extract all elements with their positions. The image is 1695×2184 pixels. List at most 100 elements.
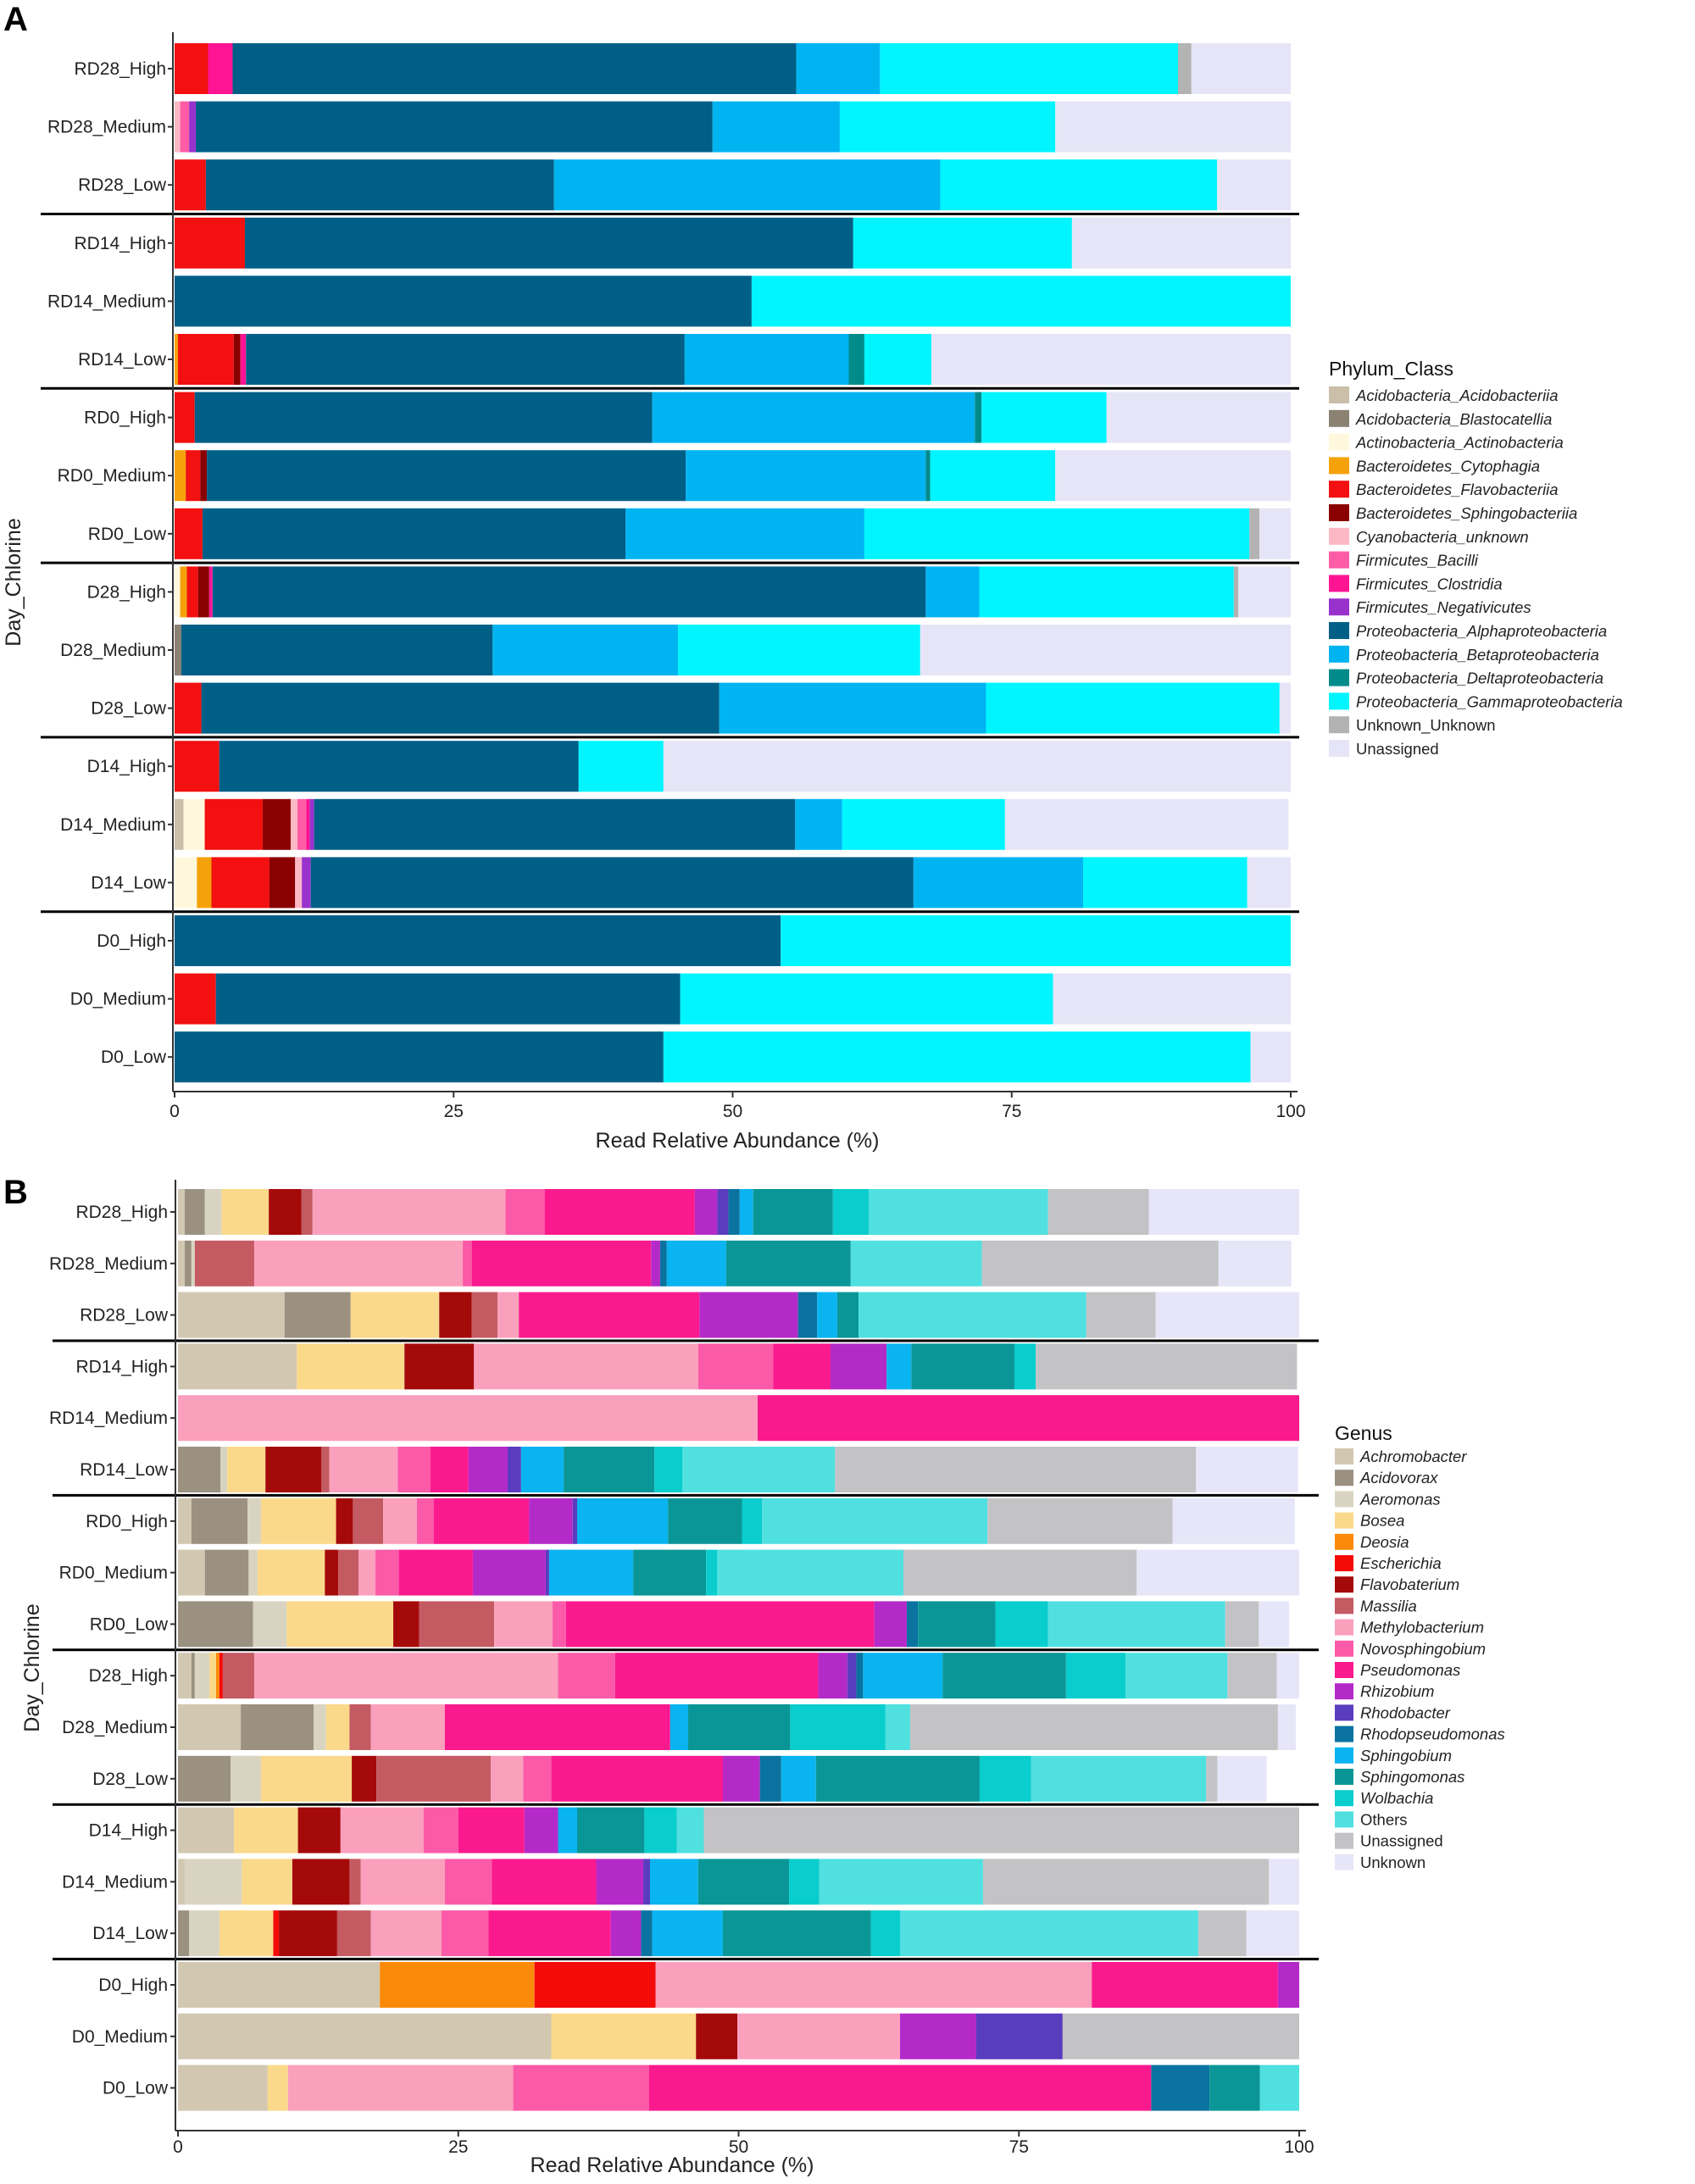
legend-label-unassigned: Unassigned <box>1356 740 1439 758</box>
legend-label-deosia: Deosia <box>1360 1533 1409 1551</box>
legend-swatch-acidovorax <box>1335 1470 1353 1487</box>
bar-segment-rd28-low-proteobacteria-betaproteobacteria <box>553 159 941 211</box>
bar-segment-d0-low-novosphingobium <box>513 2065 649 2111</box>
legend-swatch-aeromonas <box>1335 1491 1353 1508</box>
bar-segment-rd14-medium-pseudomonas <box>757 1395 1299 1442</box>
bar-segment-d28-high-proteobacteria-betaproteobacteria <box>925 566 980 618</box>
bar-segment-rd28-high-bacteroidetes-flavobacteriia <box>175 43 208 94</box>
category-label-d28-high: D28_High <box>87 582 166 602</box>
legend-label-bacteroidetes-sphingobacteriia: Bacteroidetes_Sphingobacteriia <box>1356 504 1577 522</box>
category-label-rd14-high: RD14_High <box>74 234 166 253</box>
bar-segment-rd28-medium-massilia <box>194 1240 254 1287</box>
bar-segment-d0-high-deosia <box>380 1962 535 2008</box>
category-label-rd14-medium: RD14_Medium <box>47 292 166 311</box>
bar-segment-rd0-high-rhizobium <box>529 1498 573 1544</box>
category-label-rd0-low: RD0_Low <box>88 525 167 544</box>
bar-segment-rd28-high-pseudomonas <box>544 1189 695 1235</box>
bar-segment-rd14-low-proteobacteria-gammaproteobacteria <box>864 334 931 385</box>
bar-segment-rd14-medium-proteobacteria-alphaproteobacteria <box>175 275 752 327</box>
bar-segment-rd0-low-rhizobium <box>874 1601 907 1648</box>
panel-a: A RD28_HighRD28_MediumRD28_LowRD14_HighR… <box>2 1 1623 1153</box>
bar-segment-d28-low-rhizobium <box>722 1755 760 1802</box>
bar-segment-d14-medium-bacteroidetes-sphingobacteriia <box>263 798 291 850</box>
legend-label-escherichia: Escherichia <box>1360 1554 1442 1572</box>
category-label-rd0-high: RD0_High <box>86 1512 168 1531</box>
bar-segment-rd0-high-unassigned <box>1106 392 1291 443</box>
bar-segment-rd14-low-unassigned <box>931 334 1291 385</box>
bar-segment-d14-medium-cyanobacteria-unknown <box>290 798 297 850</box>
legend-label-proteobacteria-gammaproteobacteria: Proteobacteria_Gammaproteobacteria <box>1356 692 1623 710</box>
bar-segment-rd0-medium-bacteroidetes-sphingobacteriia <box>200 450 208 502</box>
bar-segment-rd0-low-unassigned <box>1225 1601 1259 1648</box>
bar-segment-d0-low-bosea <box>267 2065 288 2111</box>
bar-segment-d28-medium-proteobacteria-betaproteobacteria <box>492 625 678 675</box>
bar-segment-d28-low-flavobaterium <box>352 1755 377 1802</box>
bar-segment-d0-medium-rhizobium <box>900 2013 976 2059</box>
x-tick-label-50: 50 <box>723 1102 742 1121</box>
legend-label-others: Others <box>1360 1810 1408 1828</box>
bar-segment-rd28-high-flavobaterium <box>269 1189 302 1235</box>
bar-segment-rd14-high-unassigned <box>1036 1343 1298 1390</box>
bar-segment-rd28-high-aeromonas <box>204 1189 222 1235</box>
bar-segment-d14-high-unassigned <box>703 1807 1299 1853</box>
legend-swatch-actinobacteria-actinobacteria <box>1329 433 1349 451</box>
bar-segment-d14-low-novosphingobium <box>441 1910 489 1957</box>
bar-segment-d14-high-others <box>676 1807 704 1853</box>
bar-segment-rd0-medium-rhodobacter <box>545 1549 549 1596</box>
bar-segment-rd28-medium-rhodopseudomonas <box>659 1240 667 1287</box>
panel-b-letter: B <box>3 1174 28 1211</box>
bar-segment-d0-low-sphingomonas <box>1209 2065 1260 2111</box>
bar-segment-d28-low-pseudomonas <box>551 1755 723 1802</box>
category-label-rd28-medium: RD28_Medium <box>49 1254 168 1274</box>
bar-segment-rd0-high-unknown <box>1172 1498 1295 1544</box>
bar-segment-rd14-medium-proteobacteria-gammaproteobacteria <box>751 275 1291 327</box>
bar-segment-rd0-medium-others <box>717 1549 903 1596</box>
legend-swatch-others <box>1335 1811 1353 1828</box>
bar-segment-d28-medium-acidovorax <box>241 1704 314 1750</box>
bar-segment-rd0-high-bosea <box>260 1498 336 1544</box>
bar-segment-d28-low-acidovorax <box>178 1755 231 1802</box>
bar-segment-d28-medium-methylobacterium <box>370 1704 445 1750</box>
bar-segment-rd0-high-proteobacteria-betaproteobacteria <box>652 392 975 443</box>
bar-segment-rd28-medium-methylobacterium <box>253 1240 464 1287</box>
bar-segment-d14-low-sphingobium <box>652 1910 723 1957</box>
category-label-rd0-medium: RD0_Medium <box>58 466 166 486</box>
panel-a-legend: Acidobacteria_Acidobacteriia Acidobacteri… <box>1329 386 1623 758</box>
bar-segment-d0-medium-proteobacteria-alphaproteobacteria <box>215 973 681 1025</box>
bar-segment-d14-medium-achromobacter <box>178 1859 185 1905</box>
bar-segment-rd14-low-proteobacteria-deltaproteobacteria <box>848 334 864 385</box>
legend-label-proteobacteria-alphaproteobacteria: Proteobacteria_Alphaproteobacteria <box>1356 622 1607 640</box>
legend-label-cyanobacteria-unknown: Cyanobacteria_unknown <box>1356 528 1529 546</box>
x-tick-label-75: 75 <box>1009 2137 1029 2157</box>
bar-segment-rd14-low-rhizobium <box>468 1447 508 1492</box>
bar-segment-rd0-low-others <box>1048 1601 1225 1648</box>
x-tick-label-0: 0 <box>173 2137 183 2157</box>
bar-segment-d14-low-firmicutes-negativicutes <box>302 857 311 909</box>
bar-segment-d0-low-proteobacteria-alphaproteobacteria <box>175 1031 664 1083</box>
bar-segment-d14-low-bacteroidetes-sphingobacteriia <box>269 857 296 909</box>
bar-segment-d14-medium-unknown <box>1269 1859 1299 1905</box>
bar-segment-rd14-high-sphingomonas <box>911 1343 1014 1390</box>
bar-segment-rd0-high-proteobacteria-deltaproteobacteria <box>975 392 982 443</box>
bar-segment-d14-low-bacteroidetes-cytophagia <box>197 857 212 909</box>
bar-segment-rd14-high-achromobacter <box>178 1343 297 1390</box>
bar-segment-rd14-low-sphingomonas <box>564 1447 655 1492</box>
bar-segment-rd14-high-proteobacteria-gammaproteobacteria <box>853 217 1072 269</box>
bar-segment-rd28-high-sphingobium <box>739 1189 753 1235</box>
bar-segment-rd0-high-flavobaterium <box>336 1498 353 1544</box>
bar-segment-rd14-low-bacteroidetes-flavobacteriia <box>177 334 234 385</box>
panel-a-x-axis-title: Read Relative Abundance (%) <box>596 1129 880 1153</box>
bar-segment-d28-medium-acidobacteria-blastocatellia <box>175 625 181 675</box>
bar-segment-d28-high-methylobacterium <box>253 1653 559 1699</box>
bar-segment-d28-medium-proteobacteria-alphaproteobacteria <box>181 625 493 675</box>
legend-swatch-escherichia <box>1335 1555 1353 1571</box>
bar-segment-d14-medium-firmicutes-bacilli <box>297 798 307 850</box>
legend-swatch-acidobacteria-acidobacteriia <box>1329 386 1349 403</box>
bar-segment-d28-low-rhodopseudomonas <box>759 1755 781 1802</box>
bar-segment-rd0-medium-achromobacter <box>178 1549 205 1596</box>
bar-segment-rd0-high-aeromonas <box>247 1498 261 1544</box>
bar-segment-d14-low-wolbachia <box>870 1910 901 1957</box>
bar-segment-d28-medium-bosea <box>325 1704 350 1750</box>
legend-label-aeromonas: Aeromonas <box>1359 1490 1441 1508</box>
bar-segment-rd28-low-methylobacterium <box>497 1292 520 1338</box>
